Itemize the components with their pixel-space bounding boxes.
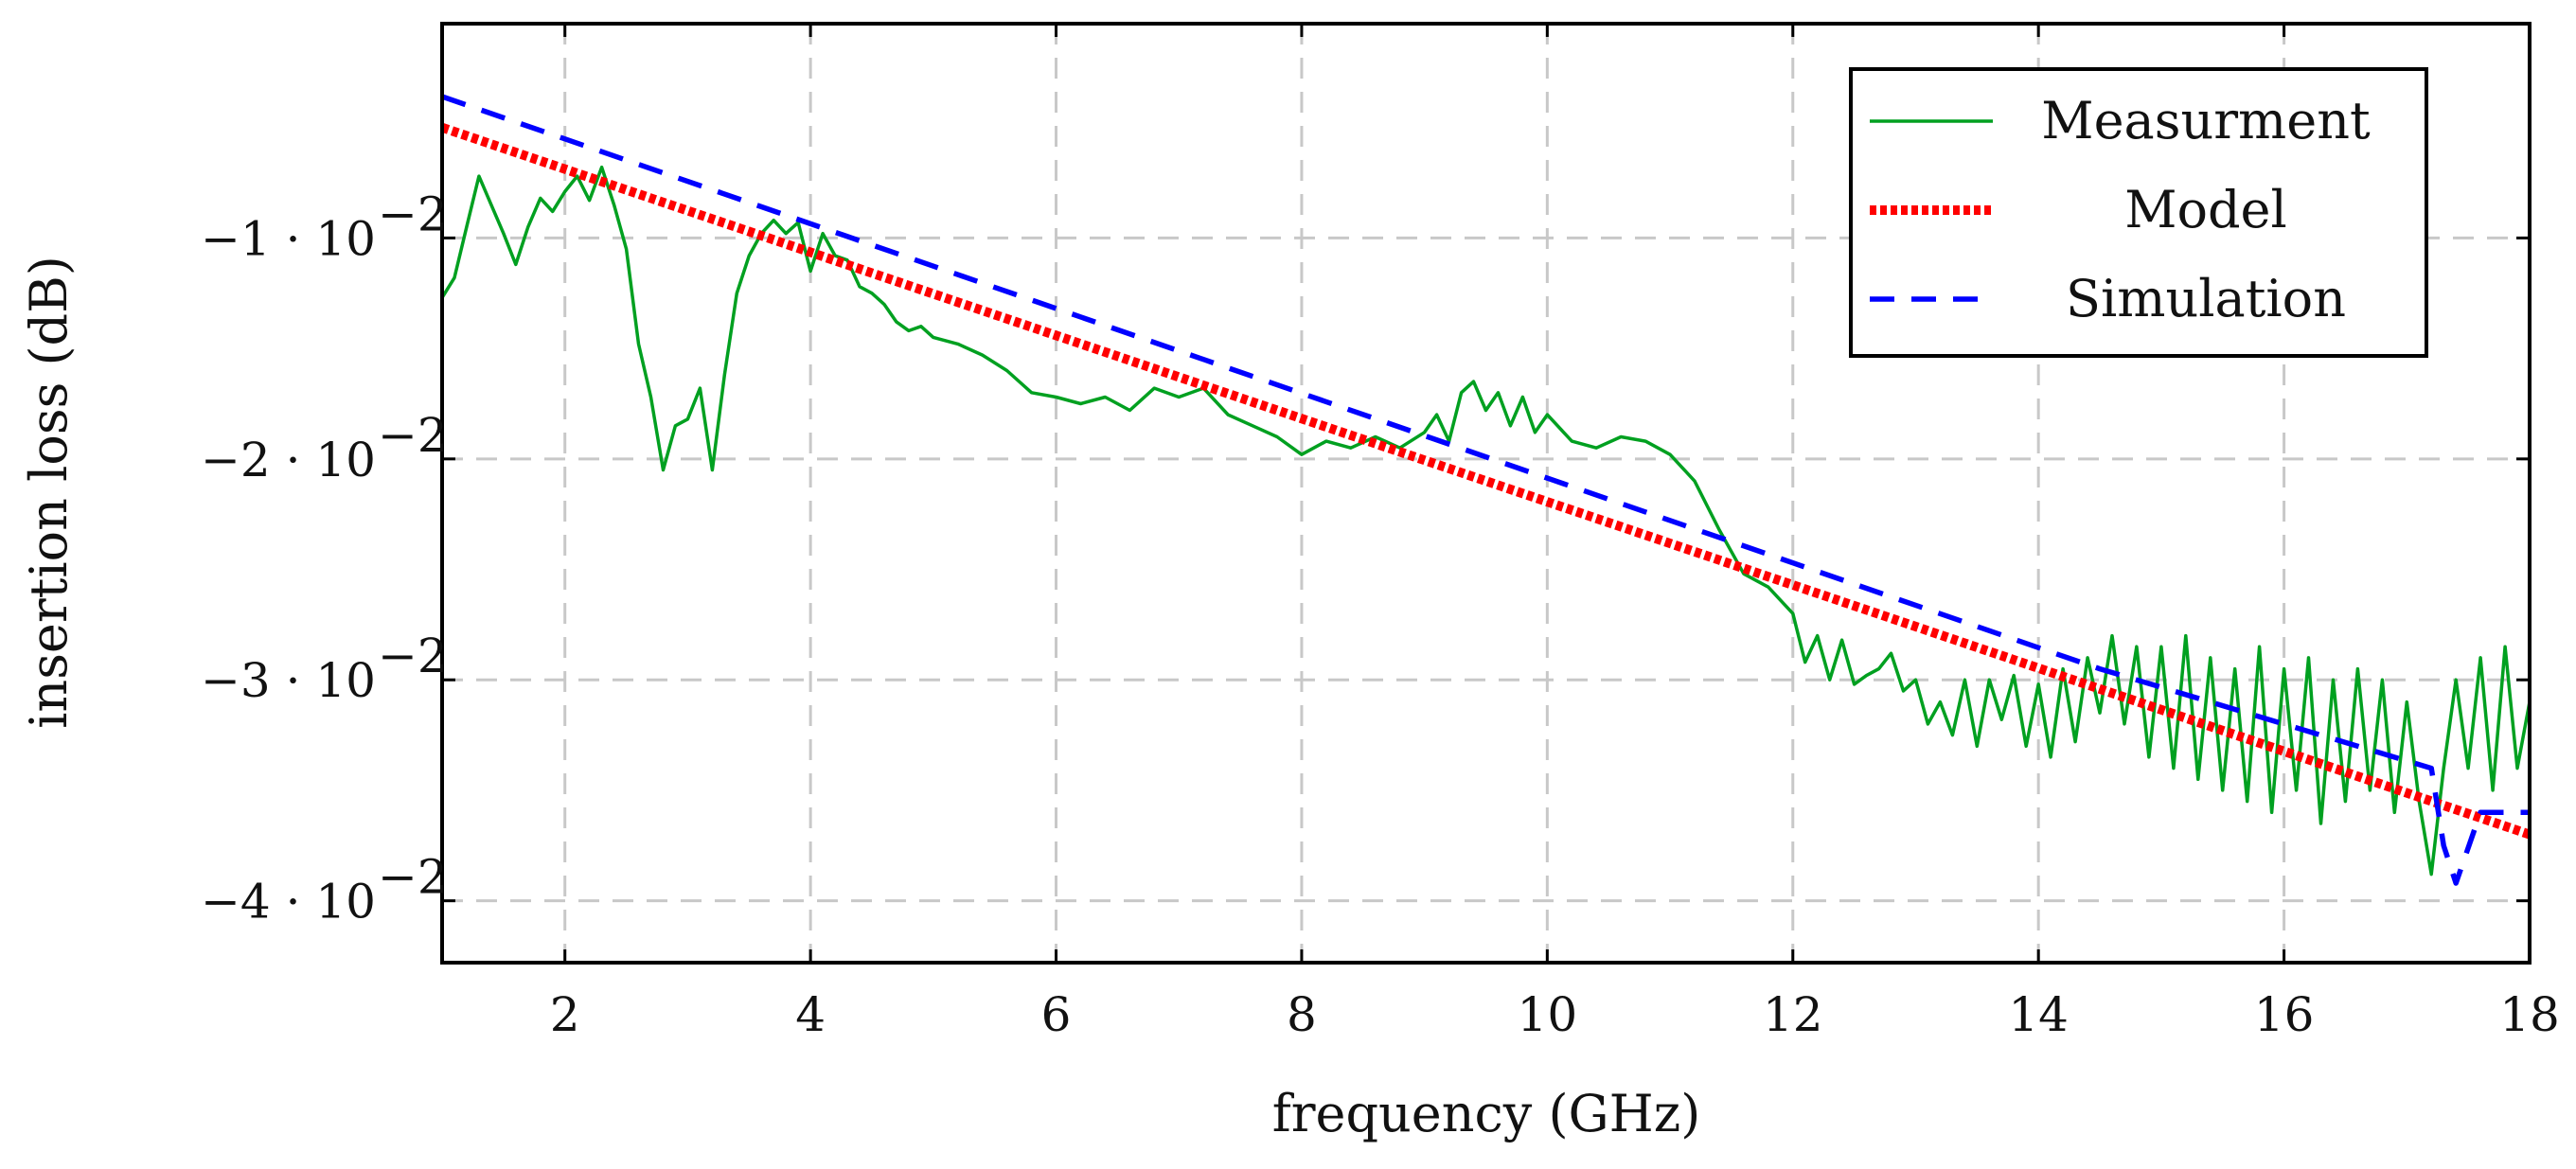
y-tick-exponent: −2 (378, 408, 448, 463)
x-tick-label: 16 (2254, 987, 2315, 1042)
y-axis-label: insertion loss (dB) (19, 256, 79, 729)
series-line-model (440, 122, 2532, 840)
plot-frame (440, 22, 2532, 965)
y-tick-label: −4 · 10 (201, 875, 376, 930)
legend-label-simulation: Simulation (2066, 269, 2346, 328)
legend-label-model: Model (2124, 180, 2287, 239)
x-tick-label: 6 (1041, 987, 1072, 1042)
x-axis-label: frequency (GHz) (1272, 1084, 1701, 1143)
x-tick-label: 2 (550, 987, 580, 1042)
x-tick-label: 10 (1518, 987, 1578, 1042)
y-tick-label: −3 · 10 (201, 653, 376, 708)
x-axis-ticks: 2 4 6 8 10 12 14 16 18 (550, 24, 2560, 1042)
y-tick-label: −2 · 10 (201, 433, 376, 487)
series-line-simulation (441, 94, 2530, 886)
legend: Measurment Model Simulation (1849, 67, 2428, 358)
series-line-measurment (440, 165, 2532, 877)
x-tick-label: 14 (2008, 987, 2069, 1042)
y-axis-ticks: −1 · 10 −2−2 · 10 −2−3 · 10 −2−4 · 10 −2 (201, 186, 2530, 930)
x-tick-label: 8 (1287, 987, 1317, 1042)
legend-label-measurment: Measurment (2041, 91, 2371, 151)
y-tick-exponent: −2 (378, 850, 448, 905)
x-tick-label: 12 (1763, 987, 1823, 1042)
x-tick-label: 18 (2499, 987, 2560, 1042)
y-tick-exponent: −2 (378, 186, 448, 241)
y-tick-exponent: −2 (378, 629, 448, 683)
series-layer (440, 94, 2532, 886)
x-tick-label: 4 (795, 987, 826, 1042)
y-tick-label: −1 · 10 (201, 211, 376, 266)
